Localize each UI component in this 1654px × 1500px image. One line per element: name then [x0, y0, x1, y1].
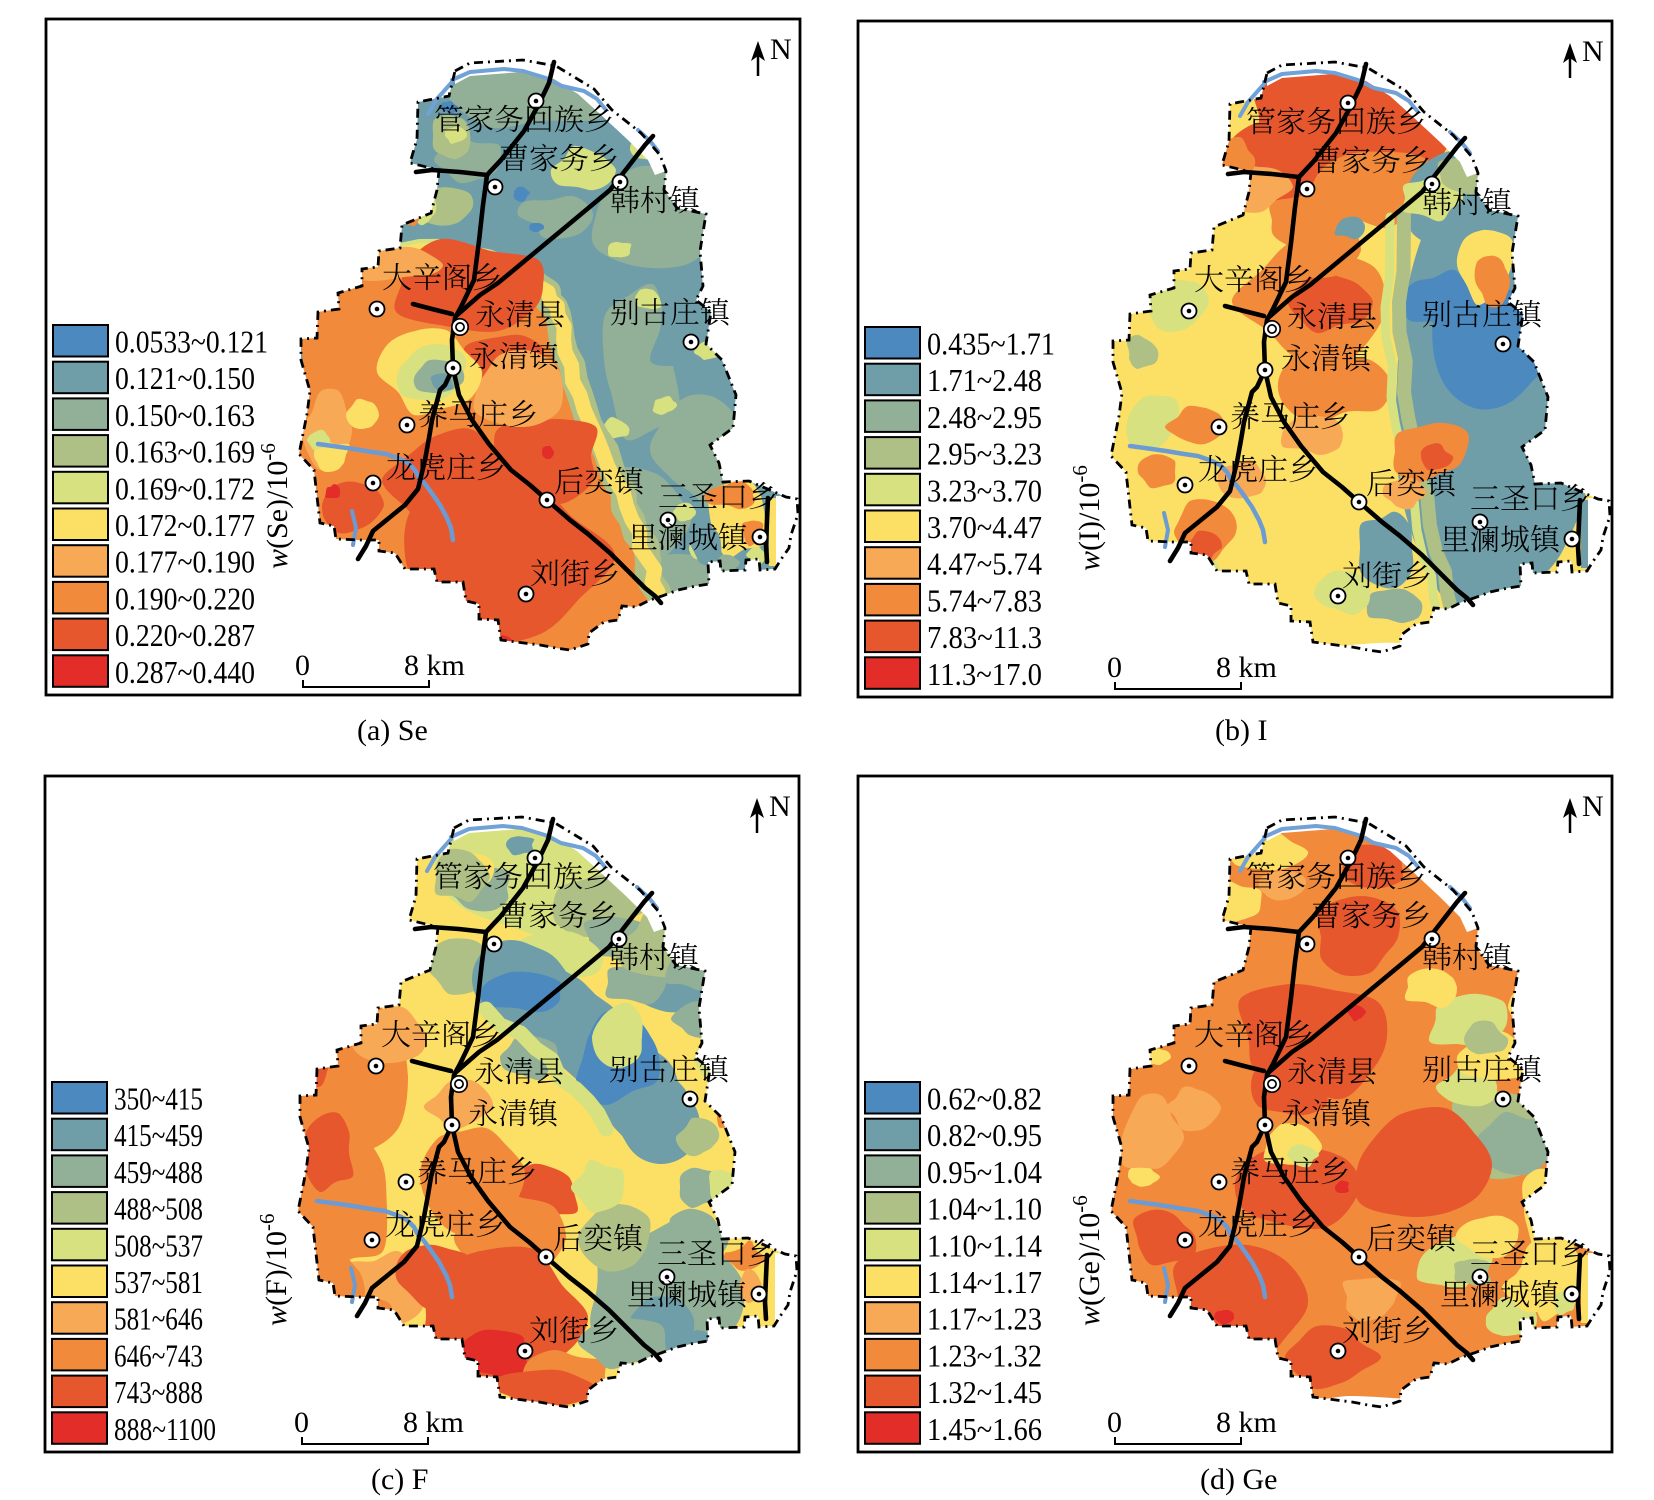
svg-text:0.163~0.169: 0.163~0.169: [115, 435, 255, 470]
svg-text:1.14~1.17: 1.14~1.17: [927, 1265, 1042, 1300]
svg-text:w(F)/10-6: w(F)/10-6: [255, 1213, 293, 1326]
svg-text:1.04~1.10: 1.04~1.10: [927, 1192, 1042, 1227]
svg-text:1.23~1.32: 1.23~1.32: [927, 1338, 1042, 1373]
svg-text:0.172~0.177: 0.172~0.177: [115, 508, 255, 543]
svg-text:459~488: 459~488: [114, 1155, 203, 1190]
svg-text:3.23~3.70: 3.23~3.70: [927, 473, 1042, 508]
svg-text:0.62~0.82: 0.62~0.82: [927, 1082, 1042, 1117]
svg-text:(d) Ge: (d) Ge: [1200, 1463, 1277, 1496]
svg-text:0.121~0.150: 0.121~0.150: [115, 361, 255, 396]
svg-text:488~508: 488~508: [114, 1192, 203, 1227]
svg-text:350~415: 350~415: [114, 1082, 203, 1117]
svg-text:0.0533~0.121: 0.0533~0.121: [115, 325, 268, 360]
svg-text:0.169~0.172: 0.169~0.172: [115, 471, 255, 506]
svg-text:7.83~11.3: 7.83~11.3: [927, 620, 1042, 655]
svg-text:0.435~1.71: 0.435~1.71: [927, 327, 1055, 362]
svg-text:1.10~1.14: 1.10~1.14: [927, 1228, 1042, 1263]
svg-text:0.220~0.287: 0.220~0.287: [115, 618, 255, 653]
svg-text:1.17~1.23: 1.17~1.23: [927, 1302, 1042, 1337]
svg-text:415~459: 415~459: [114, 1118, 203, 1153]
svg-text:w(I)/10-6: w(I)/10-6: [1068, 465, 1106, 571]
svg-text:888~1100: 888~1100: [114, 1412, 216, 1447]
svg-text:743~888: 743~888: [114, 1375, 203, 1410]
svg-text:5.74~7.83: 5.74~7.83: [927, 583, 1042, 618]
svg-text:0.177~0.190: 0.177~0.190: [115, 545, 255, 580]
svg-text:0.190~0.220: 0.190~0.220: [115, 581, 255, 616]
svg-text:(b) I: (b) I: [1215, 714, 1267, 747]
svg-text:0.95~1.04: 0.95~1.04: [927, 1155, 1042, 1190]
svg-text:2.48~2.95: 2.48~2.95: [927, 400, 1042, 435]
svg-text:(c) F: (c) F: [371, 1463, 428, 1496]
svg-text:4.47~5.74: 4.47~5.74: [927, 547, 1042, 582]
svg-text:1.45~1.66: 1.45~1.66: [927, 1412, 1042, 1447]
svg-text:0.287~0.440: 0.287~0.440: [115, 655, 255, 690]
svg-text:646~743: 646~743: [114, 1338, 203, 1373]
svg-text:0.82~0.95: 0.82~0.95: [927, 1118, 1042, 1153]
svg-text:w(Ge)/10-6: w(Ge)/10-6: [1068, 1195, 1106, 1326]
svg-text:1.32~1.45: 1.32~1.45: [927, 1375, 1042, 1410]
svg-text:581~646: 581~646: [114, 1302, 203, 1337]
svg-text:3.70~4.47: 3.70~4.47: [927, 510, 1042, 545]
svg-text:2.95~3.23: 2.95~3.23: [927, 437, 1042, 472]
svg-text:537~581: 537~581: [114, 1265, 203, 1300]
svg-text:508~537: 508~537: [114, 1228, 203, 1263]
svg-text:(a) Se: (a) Se: [357, 714, 428, 747]
svg-text:0.150~0.163: 0.150~0.163: [115, 398, 255, 433]
svg-text:w(Se)/10-6: w(Se)/10-6: [256, 443, 294, 569]
svg-text:11.3~17.0: 11.3~17.0: [927, 657, 1042, 692]
svg-text:1.71~2.48: 1.71~2.48: [927, 363, 1042, 398]
